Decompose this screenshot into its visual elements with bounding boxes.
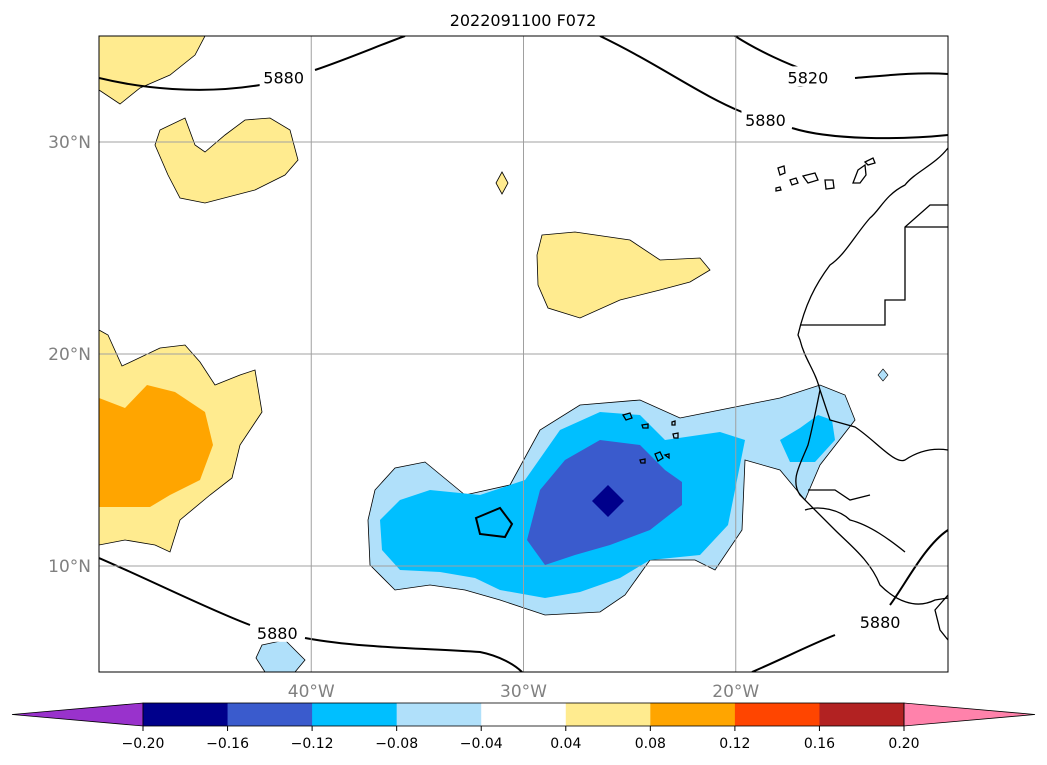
colorbar-label: 0.20	[888, 736, 919, 752]
colorbar-bin	[481, 703, 567, 726]
lon-label: 20°W	[712, 682, 759, 702]
coastlines	[622, 147, 948, 641]
colorbar-label: 0.12	[719, 736, 750, 752]
contour-label-halo	[856, 611, 905, 632]
contour-label: 5880	[257, 624, 298, 643]
colorbar-bin	[227, 703, 313, 726]
contour-label: 5820	[788, 68, 829, 87]
colorbar-label: −0.08	[375, 736, 418, 752]
map-area: 5880 5820 5880 5880 5880	[99, 36, 948, 672]
contour-label-halo	[259, 66, 308, 87]
lon-axis-labels: 40°W 30°W 20°W	[288, 682, 760, 702]
contour-label-halo	[253, 621, 302, 642]
lat-label: 30°N	[48, 133, 91, 153]
colorbar-frame	[142, 702, 905, 727]
colorbar: −0.20 −0.16 −0.12 −0.08 −0.04 0.04 0.08 0.12 0.1…	[11, 702, 1036, 752]
colorbar-extend-low	[11, 702, 144, 727]
map-frame	[98, 35, 949, 673]
map-title: 2022091100 F072	[450, 11, 597, 30]
colorbar-bin	[143, 703, 229, 726]
contour-label: 5880	[745, 111, 786, 130]
lat-label: 10°N	[48, 557, 91, 577]
negative-anomaly-fill	[255, 368, 889, 672]
lon-label: 40°W	[288, 682, 335, 702]
lat-axis-labels: 30°N 20°N 10°N	[48, 133, 91, 577]
colorbar-label: −0.16	[206, 736, 249, 752]
colorbar-bin	[734, 703, 820, 726]
contour-label-halo	[783, 66, 832, 87]
lon-label: 30°W	[500, 682, 547, 702]
colorbar-bin	[565, 703, 651, 726]
colorbar-label: 0.16	[804, 736, 835, 752]
contour-label-halo	[741, 108, 790, 129]
colorbar-bin	[650, 703, 736, 726]
contour-label: 5880	[860, 613, 901, 632]
colorbar-label: −0.20	[122, 736, 165, 752]
colorbar-bin	[819, 703, 905, 726]
colorbar-label: 0.04	[550, 736, 581, 752]
lat-label: 20°N	[48, 345, 91, 365]
colorbar-label: −0.12	[291, 736, 334, 752]
contour-label: 5880	[263, 68, 304, 87]
colorbar-extend-high	[903, 702, 1036, 727]
colorbar-label: 0.08	[635, 736, 666, 752]
colorbar-label: −0.04	[460, 736, 503, 752]
colorbar-bin	[312, 703, 398, 726]
colorbar-bin	[396, 703, 482, 726]
positive-anomaly-fill	[99, 36, 711, 553]
contour-labels: 5880 5820 5880 5880 5880	[253, 66, 905, 643]
gridlines	[99, 36, 948, 672]
